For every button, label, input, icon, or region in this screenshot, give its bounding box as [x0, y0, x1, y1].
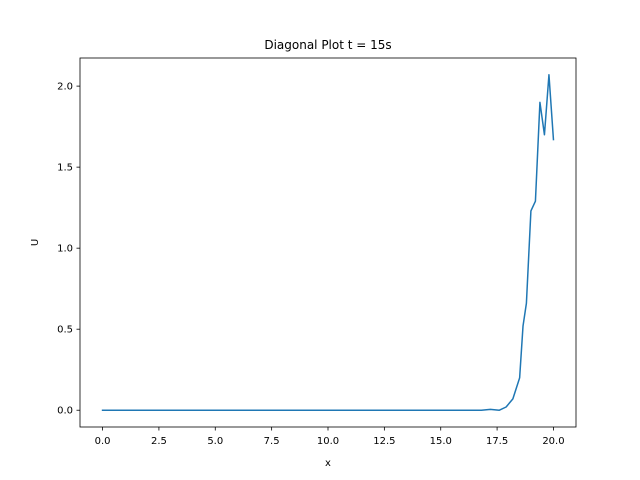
x-tick-label: 5.0	[207, 436, 223, 447]
chart-title: Diagonal Plot t = 15s	[264, 38, 391, 52]
x-tick-label: 10.0	[317, 436, 339, 447]
axes-frame	[79, 57, 577, 428]
y-tick-label: 1.5	[57, 163, 73, 174]
x-tick-label: 15.0	[430, 436, 452, 447]
y-axis-ticks: 0.0 0.5 1.0 1.5 2.0	[57, 82, 80, 417]
y-axis-label: U	[30, 239, 41, 246]
y-tick-label: 0.5	[57, 325, 73, 336]
y-tick-label: 0.0	[57, 406, 73, 417]
x-axis-label: x	[325, 458, 331, 469]
plot-area	[79, 57, 577, 428]
y-tick-label: 2.0	[57, 82, 73, 93]
x-tick-label: 7.5	[264, 436, 280, 447]
x-tick-label: 0.0	[95, 436, 111, 447]
x-tick-label: 12.5	[373, 436, 395, 447]
series-line	[101, 74, 555, 411]
x-tick-label: 20.0	[542, 436, 564, 447]
x-axis-ticks: 0.0 2.5 5.0 7.5 10.0 12.5 15.0 17.5 20.0	[95, 427, 565, 447]
x-tick-label: 2.5	[151, 436, 167, 447]
y-tick-label: 1.0	[57, 244, 73, 255]
x-tick-label: 17.5	[486, 436, 508, 447]
